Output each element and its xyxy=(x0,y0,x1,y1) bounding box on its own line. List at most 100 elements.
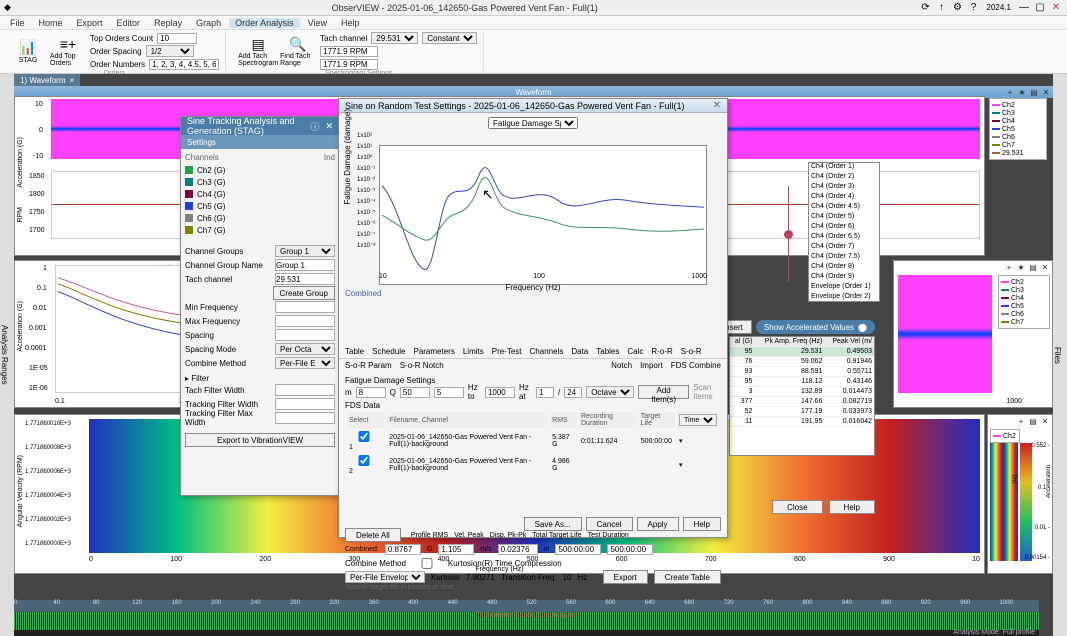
rpm-b-input[interactable] xyxy=(320,59,378,70)
right-colormap-chart[interactable] xyxy=(990,443,1018,561)
tach-ruler[interactable]: 0408012016020024028032036040044048052056… xyxy=(14,600,1039,612)
sor-tab-channels[interactable]: Channels xyxy=(530,347,564,356)
sor-subtab-param[interactable]: S-o-R Param xyxy=(345,361,392,370)
stag-spacing-input[interactable] xyxy=(275,329,335,341)
sor-tab-parameters[interactable]: Parameters xyxy=(413,347,454,356)
stag-minfreq-input[interactable] xyxy=(275,301,335,313)
sor-scan-items-button[interactable]: Scan Items xyxy=(693,383,721,401)
sor-subtab-import[interactable]: Import xyxy=(640,361,663,370)
stag-tachfilterw-input[interactable] xyxy=(275,384,335,396)
tab-close-icon[interactable]: × xyxy=(70,76,75,85)
panel-close-button[interactable]: Close xyxy=(772,500,822,514)
sor-apply-button[interactable]: Apply xyxy=(637,517,679,531)
right-tab-files[interactable]: Files xyxy=(1053,76,1062,634)
menu-view[interactable]: View xyxy=(302,18,333,28)
menu-export[interactable]: Export xyxy=(71,18,109,28)
stag-chgroupname-input[interactable] xyxy=(275,259,335,271)
stag-trackfiltermax-input[interactable] xyxy=(275,412,335,424)
sor-vel-input[interactable] xyxy=(438,544,474,555)
sor-ratio-b-input[interactable] xyxy=(564,387,582,398)
minimize-button[interactable]: — xyxy=(1017,1,1031,15)
tach-channel-select[interactable]: 29.531 xyxy=(371,32,418,44)
sor-combinemethod-select[interactable]: Per-File Envelope xyxy=(345,571,425,583)
menu-file[interactable]: File xyxy=(4,18,31,28)
menu-help[interactable]: Help xyxy=(335,18,366,28)
stag-chgroup-select[interactable]: Group 1 xyxy=(275,245,335,257)
sor-row1-checkbox[interactable] xyxy=(349,431,379,442)
stag-spacingmode-select[interactable]: Per Octa xyxy=(275,343,335,355)
table-row[interactable]: 52177.190.033973 xyxy=(730,407,874,417)
stag-tachch-input[interactable] xyxy=(275,273,335,285)
sor-subtab-fdscombine[interactable]: FDS Combine xyxy=(671,361,721,370)
accel-chart[interactable] xyxy=(55,265,185,393)
sor-ttl-input[interactable] xyxy=(555,544,601,555)
sor-octave-select[interactable]: Octave xyxy=(586,386,634,398)
sor-td-input[interactable] xyxy=(607,544,653,555)
sor-tab-ror[interactable]: R-o-R xyxy=(651,347,672,356)
menu-order-analysis[interactable]: Order Analysis xyxy=(229,18,300,28)
menu-home[interactable]: Home xyxy=(33,18,69,28)
add-top-orders-button[interactable]: ≡+ Add Top Orders xyxy=(50,32,86,70)
maximize-button[interactable]: ▢ xyxy=(1033,1,1047,15)
panel-add-icon[interactable]: + xyxy=(1005,87,1015,97)
right-noise-chart[interactable] xyxy=(898,275,992,393)
doc-tab-waveform[interactable]: 1) Waveform × xyxy=(14,74,80,86)
panel-help-button[interactable]: Help xyxy=(829,500,875,514)
stag-close-icon[interactable]: ✕ xyxy=(325,121,333,132)
sor-cancel-button[interactable]: Cancel xyxy=(586,517,633,531)
table-row[interactable]: 95118.120.43146 xyxy=(730,377,874,387)
menu-graph[interactable]: Graph xyxy=(190,18,227,28)
panel-menu-icon[interactable]: ▤ xyxy=(1028,416,1038,426)
sor-close-icon[interactable]: ✕ xyxy=(713,100,721,111)
sor-subtab-notch[interactable]: S-o-R Notch xyxy=(400,361,444,370)
row-menu-icon[interactable]: ▾ xyxy=(679,438,683,445)
sor-add-item-button[interactable]: Add Item(s) xyxy=(638,385,689,399)
rpm-a-input[interactable] xyxy=(320,46,378,57)
sor-chart[interactable] xyxy=(379,145,707,285)
stag-combinemethod-select[interactable]: Per-File E xyxy=(275,357,335,369)
table-row[interactable]: 11191.950.016042 xyxy=(730,417,874,427)
menu-replay[interactable]: Replay xyxy=(148,18,188,28)
sor-save-as-button[interactable]: Save As... xyxy=(524,517,582,531)
stag-info-icon[interactable]: ⓘ xyxy=(310,120,319,133)
sor-row2-checkbox[interactable] xyxy=(349,455,379,466)
table-row[interactable]: 7659.0620.91946 xyxy=(730,357,874,367)
sor-tab-pretest[interactable]: Pre-Test xyxy=(492,347,522,356)
sor-m-input[interactable] xyxy=(356,387,386,398)
add-tach-spectrogram-button[interactable]: ▤ Add Tach Spectrogram xyxy=(240,32,276,70)
sor-kurtosion-checkbox[interactable] xyxy=(412,558,442,569)
order-list-popup[interactable]: Ch4 (Order 1)Ch4 (Order 2)Ch4 (Order 3)C… xyxy=(808,162,880,302)
sor-combined-rms-input[interactable] xyxy=(385,544,421,555)
panel-close-icon[interactable]: ✕ xyxy=(1041,87,1051,97)
sor-tab-schedule[interactable]: Schedule xyxy=(372,347,405,356)
sor-create-table-button[interactable]: Create Table xyxy=(654,570,721,584)
close-button[interactable]: ✕ xyxy=(1049,1,1063,15)
panel-add-icon[interactable]: + xyxy=(1004,262,1014,272)
sor-tab-sor[interactable]: S-o-R xyxy=(681,347,702,356)
up-icon[interactable]: ↑ xyxy=(935,1,949,15)
menu-editor[interactable]: Editor xyxy=(111,18,147,28)
sor-spectrum-type-select[interactable]: Fatigue Damage Spectrum xyxy=(488,117,578,129)
table-row[interactable]: 9388.5910.55711 xyxy=(730,367,874,377)
panel-menu-icon[interactable]: ▤ xyxy=(1029,87,1039,97)
constant-select[interactable]: Constant xyxy=(422,32,477,44)
sor-tab-tables[interactable]: Tables xyxy=(596,347,619,356)
sor-to-input[interactable] xyxy=(485,387,515,398)
stag-export-button[interactable]: Export to VibrationVIEW xyxy=(185,433,335,447)
stag-button[interactable]: 📊 STAG xyxy=(10,32,46,70)
show-accel-values-toggle[interactable]: Show Accelerated Values ⬤ xyxy=(756,320,875,334)
sor-q-input[interactable] xyxy=(400,387,430,398)
sor-subtab-notch2[interactable]: Notch xyxy=(611,361,632,370)
sor-tab-limits[interactable]: Limits xyxy=(463,347,484,356)
sor-fds-row[interactable]: 1 2025-01-06_142650-Gas Powered Vent Fan… xyxy=(347,430,719,452)
panel-fav-icon[interactable]: ★ xyxy=(1016,262,1026,272)
panel-close-icon[interactable]: ✕ xyxy=(1040,416,1050,426)
table-row[interactable]: 377147.660.082719 xyxy=(730,397,874,407)
panel-fav-icon[interactable]: ★ xyxy=(1017,87,1027,97)
panel-menu-icon[interactable]: ▤ xyxy=(1028,262,1038,272)
sor-tab-calc[interactable]: Calc xyxy=(627,347,643,356)
find-tach-range-button[interactable]: 🔍 Find Tach Range xyxy=(280,32,316,70)
row-menu-icon[interactable]: ▾ xyxy=(679,462,683,469)
gear-icon[interactable]: ⚙ xyxy=(951,1,965,15)
help-icon[interactable]: ? xyxy=(967,1,981,15)
